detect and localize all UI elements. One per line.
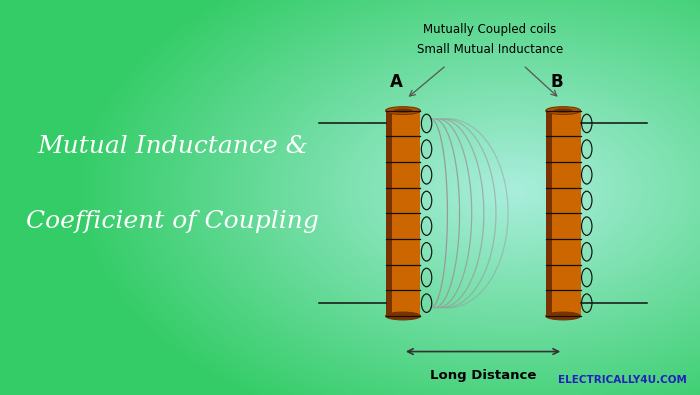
Ellipse shape xyxy=(546,107,580,115)
Text: ELECTRICALLY4U.COM: ELECTRICALLY4U.COM xyxy=(558,375,687,385)
FancyBboxPatch shape xyxy=(546,111,580,316)
Ellipse shape xyxy=(386,312,420,320)
Text: A: A xyxy=(390,73,402,91)
FancyBboxPatch shape xyxy=(386,111,420,316)
Ellipse shape xyxy=(546,312,580,320)
Ellipse shape xyxy=(386,107,420,115)
Ellipse shape xyxy=(554,109,573,113)
Ellipse shape xyxy=(393,109,412,113)
FancyBboxPatch shape xyxy=(386,111,392,316)
Text: Mutually Coupled coils: Mutually Coupled coils xyxy=(423,23,556,36)
FancyBboxPatch shape xyxy=(546,111,552,316)
Text: Long Distance: Long Distance xyxy=(430,369,536,382)
Text: Coefficient of Coupling: Coefficient of Coupling xyxy=(26,210,319,233)
Text: Small Mutual Inductance: Small Mutual Inductance xyxy=(416,43,563,56)
Text: B: B xyxy=(550,73,563,91)
Text: Mutual Inductance &: Mutual Inductance & xyxy=(37,135,308,158)
